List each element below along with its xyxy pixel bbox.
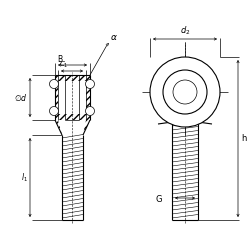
Circle shape [173,80,197,104]
Circle shape [86,106,94,116]
Text: $P_k$: $P_k$ [189,81,198,90]
Bar [55,75,58,120]
Circle shape [50,80,58,88]
Bar [86,75,90,120]
Text: $l_1$: $l_1$ [21,171,28,184]
Bar [58,75,86,81]
Text: $\varnothing d$: $\varnothing d$ [14,92,28,103]
Text: h: h [241,134,246,143]
Circle shape [50,106,58,116]
Bar [58,114,86,120]
Circle shape [163,70,207,114]
Text: G: G [156,194,162,203]
Circle shape [150,57,220,127]
Text: $d_2$: $d_2$ [180,24,190,37]
Text: B: B [57,55,62,64]
Text: $C_1$: $C_1$ [59,60,69,70]
Circle shape [86,80,94,88]
Text: $\alpha$: $\alpha$ [110,33,118,42]
